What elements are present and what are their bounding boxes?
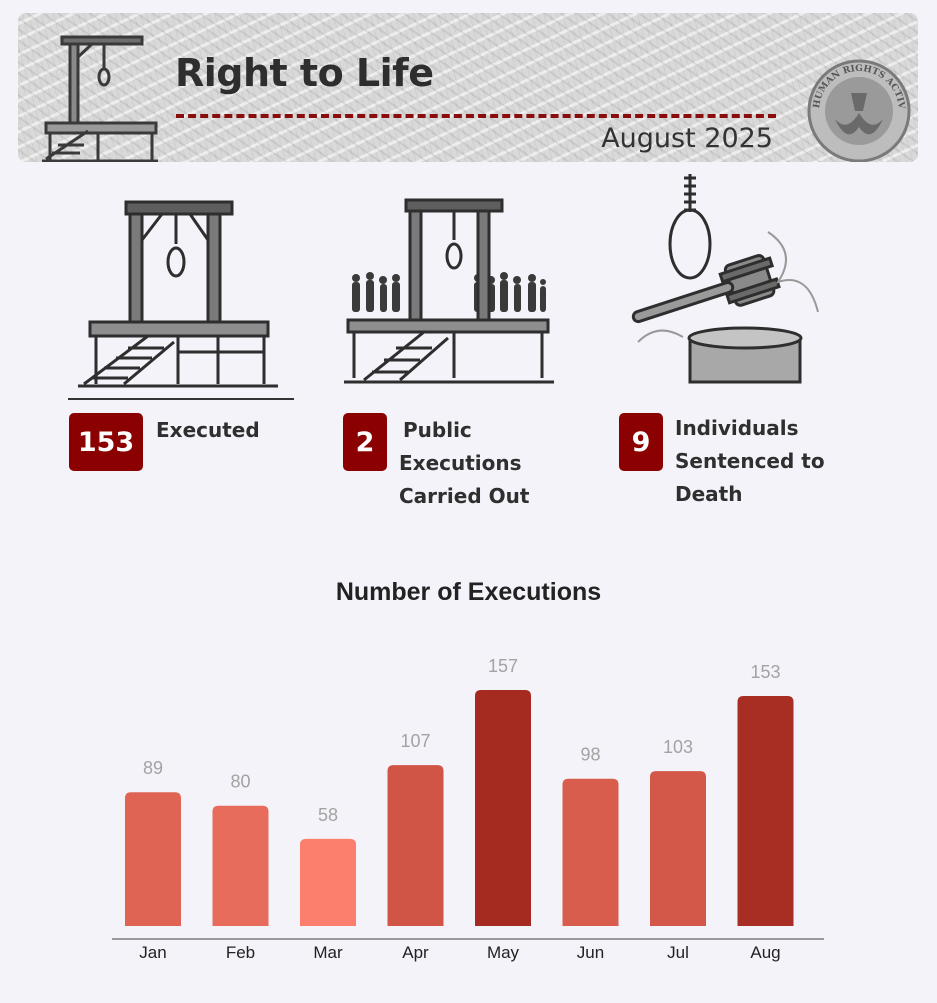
- data-label-feb: 80: [230, 772, 250, 792]
- x-tick-mar: Mar: [313, 943, 343, 962]
- x-tick-jun: Jun: [577, 943, 604, 962]
- crowd-figures: [352, 272, 546, 312]
- bar-jan: [125, 792, 181, 926]
- x-tick-jan: Jan: [139, 943, 166, 962]
- x-tick-aug: Aug: [750, 943, 780, 962]
- gallows-icon: [78, 200, 278, 388]
- data-label-jun: 98: [580, 745, 600, 765]
- page-title: Right to Life: [175, 51, 434, 95]
- title-divider: [176, 114, 776, 118]
- public-executions-label: Public Executions Carried Out: [399, 418, 530, 508]
- public-executions-count: 2: [355, 426, 375, 458]
- noose-gavel-icon: [631, 174, 819, 384]
- divider: [68, 398, 294, 400]
- bar-may: [475, 690, 531, 926]
- death-sentences-count: 9: [631, 426, 651, 458]
- x-tick-apr: Apr: [402, 943, 429, 962]
- public-executions-badge: 2: [343, 413, 387, 471]
- data-label-jul: 103: [663, 737, 693, 757]
- report-date: August 2025: [601, 123, 773, 154]
- bar-apr: [387, 765, 444, 926]
- bar-feb: [212, 805, 269, 926]
- executed-count-badge: 153: [69, 413, 143, 471]
- executions-bar-chart: 89 Jan 80 Feb 58 Mar 107 Apr 157 May 98 Jun 103 Jul 15…: [112, 656, 824, 962]
- executed-label: Executed: [156, 418, 260, 442]
- data-label-apr: 107: [400, 731, 430, 751]
- bar-jun: [562, 778, 619, 926]
- hrai-logo-icon: HUMAN RIGHTS ACTIVISTS IN IRAN: [801, 53, 911, 162]
- death-sentences-label: Individuals Sentenced to Death: [675, 416, 825, 506]
- header-banner: Right to Life August 2025 HUMAN RIGHTS A…: [18, 13, 918, 162]
- data-label-may: 157: [488, 656, 518, 676]
- bar-mar: [300, 838, 356, 926]
- gallows-crowd-icon: [344, 198, 554, 384]
- x-tick-may: May: [487, 943, 520, 962]
- x-tick-feb: Feb: [226, 943, 255, 962]
- data-label-mar: 58: [318, 805, 338, 825]
- data-label-jan: 89: [143, 758, 163, 778]
- gallows-icon: [42, 35, 158, 162]
- chart-title: Number of Executions: [335, 578, 602, 606]
- bar-jul: [650, 771, 706, 926]
- executed-count: 153: [77, 426, 135, 458]
- data-label-aug: 153: [750, 662, 780, 682]
- death-sentences-badge: 9: [619, 413, 663, 471]
- bar-aug: [737, 696, 794, 926]
- x-tick-jul: Jul: [667, 943, 689, 962]
